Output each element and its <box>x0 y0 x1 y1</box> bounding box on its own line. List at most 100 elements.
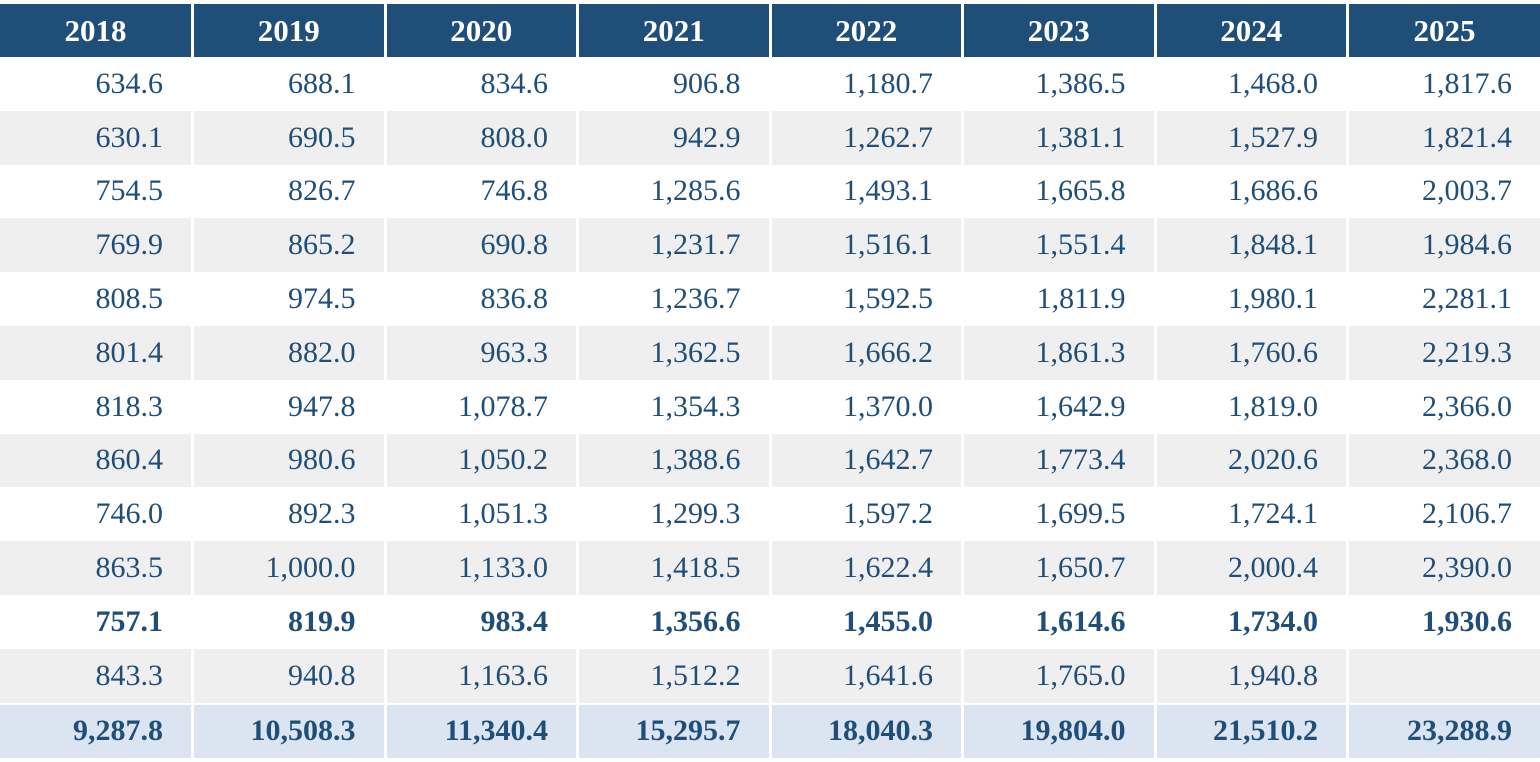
table-cell: 1,821.4 <box>1348 111 1540 165</box>
table-cell: 1,527.9 <box>1155 111 1348 165</box>
table-cell: 1,285.6 <box>578 165 771 219</box>
table-cell: 801.4 <box>0 326 193 380</box>
table-cell: 834.6 <box>385 57 578 111</box>
table-cell: 757.1 <box>0 595 193 649</box>
table-cell: 882.0 <box>193 326 386 380</box>
table-cell: 690.5 <box>193 111 386 165</box>
table-cell: 1,050.2 <box>385 434 578 488</box>
table-cell: 1,650.7 <box>963 541 1156 595</box>
table-cell: 1,231.7 <box>578 218 771 272</box>
table-cell: 1,386.5 <box>963 57 1156 111</box>
table-cell: 1,765.0 <box>963 649 1156 704</box>
table-cell: 1,468.0 <box>1155 57 1348 111</box>
total-cell: 23,288.9 <box>1348 704 1540 760</box>
table-cell: 1,592.5 <box>770 272 963 326</box>
table-cell: 1,861.3 <box>963 326 1156 380</box>
table-cell: 1,388.6 <box>578 434 771 488</box>
table-cell: 1,356.6 <box>578 595 771 649</box>
header-cell-year: 2019 <box>193 4 386 57</box>
table-cell: 1,180.7 <box>770 57 963 111</box>
header-cell-year: 2022 <box>770 4 963 57</box>
table-cell: 1,811.9 <box>963 272 1156 326</box>
table-cell: 1,622.4 <box>770 541 963 595</box>
table-cell: 808.5 <box>0 272 193 326</box>
table-cell: 865.2 <box>193 218 386 272</box>
table-cell: 826.7 <box>193 165 386 219</box>
header-cell-year: 2018 <box>0 4 193 57</box>
total-cell: 9,287.8 <box>0 704 193 760</box>
table-cell: 819.9 <box>193 595 386 649</box>
header-cell-year: 2023 <box>963 4 1156 57</box>
table-cell: 1,665.8 <box>963 165 1156 219</box>
table-cell: 1,930.6 <box>1348 595 1540 649</box>
table-cell: 974.5 <box>193 272 386 326</box>
table-cell: 1,666.2 <box>770 326 963 380</box>
table-cell: 1,940.8 <box>1155 649 1348 704</box>
table-cell: 963.3 <box>385 326 578 380</box>
table-cell: 1,455.0 <box>770 595 963 649</box>
table-cell: 1,163.6 <box>385 649 578 704</box>
total-cell: 21,510.2 <box>1155 704 1348 760</box>
table-cell: 836.8 <box>385 272 578 326</box>
table-cell: 1,354.3 <box>578 380 771 434</box>
table-cell: 754.5 <box>0 165 193 219</box>
table-cell: 1,773.4 <box>963 434 1156 488</box>
table-cell: 769.9 <box>0 218 193 272</box>
table-cell: 940.8 <box>193 649 386 704</box>
table-cell: 634.6 <box>0 57 193 111</box>
table-cell: 1,299.3 <box>578 487 771 541</box>
table-cell: 2,020.6 <box>1155 434 1348 488</box>
total-cell: 11,340.4 <box>385 704 578 760</box>
table-cell: 843.3 <box>0 649 193 704</box>
total-cell: 19,804.0 <box>963 704 1156 760</box>
table-cell: 2,106.7 <box>1348 487 1540 541</box>
table-cell: 1,000.0 <box>193 541 386 595</box>
table-cell: 1,078.7 <box>385 380 578 434</box>
table-cell: 818.3 <box>0 380 193 434</box>
table-cell: 1,848.1 <box>1155 218 1348 272</box>
table-cell: 746.0 <box>0 487 193 541</box>
table-cell: 1,817.6 <box>1348 57 1540 111</box>
table-cell: 2,281.1 <box>1348 272 1540 326</box>
table-cell: 1,381.1 <box>963 111 1156 165</box>
table-cell: 1,512.2 <box>578 649 771 704</box>
total-cell: 10,508.3 <box>193 704 386 760</box>
table-cell: 1,597.2 <box>770 487 963 541</box>
table-cell: 860.4 <box>0 434 193 488</box>
table-cell: 1,980.1 <box>1155 272 1348 326</box>
table-cell: 2,000.4 <box>1155 541 1348 595</box>
table-cell: 1,236.7 <box>578 272 771 326</box>
table-cell: 1,551.4 <box>963 218 1156 272</box>
table-cell: 1,642.7 <box>770 434 963 488</box>
table-cell: 1,051.3 <box>385 487 578 541</box>
header-cell-year: 2024 <box>1155 4 1348 57</box>
table-cell: 1,362.5 <box>578 326 771 380</box>
table-cell: 2,003.7 <box>1348 165 1540 219</box>
total-cell: 15,295.7 <box>578 704 771 760</box>
table-cell: 942.9 <box>578 111 771 165</box>
table-cell: 2,366.0 <box>1348 380 1540 434</box>
total-cell: 18,040.3 <box>770 704 963 760</box>
header-cell-year: 2021 <box>578 4 771 57</box>
table-cell: 808.0 <box>385 111 578 165</box>
table-cell: 2,368.0 <box>1348 434 1540 488</box>
table-cell: 2,390.0 <box>1348 541 1540 595</box>
table-cell: 1,516.1 <box>770 218 963 272</box>
table-cell: 1,734.0 <box>1155 595 1348 649</box>
table-cell: 2,219.3 <box>1348 326 1540 380</box>
table-cell: 1,984.6 <box>1348 218 1540 272</box>
